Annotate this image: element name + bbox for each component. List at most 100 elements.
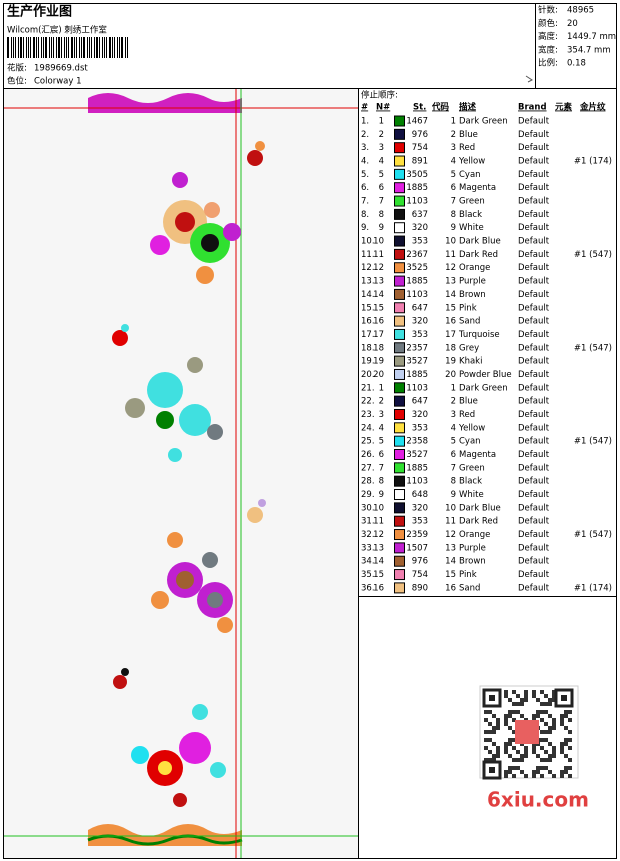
qr-finder-core [561,695,567,701]
qr-cell [492,742,496,746]
description: Purple [459,277,486,287]
bar-stripe [20,37,22,58]
swatch [394,328,405,340]
qr-cell [544,730,548,734]
brand: Default [518,397,550,407]
qr-cell [484,746,488,750]
qr-cell [552,690,556,694]
bar-stripe [89,37,90,58]
colorway-label: 色位: [7,76,27,87]
qr-cell [560,742,564,746]
code: 15 [445,570,456,580]
qr-cell [504,774,508,778]
sequin: #1 (547) [574,437,612,447]
bar-stripe [109,37,111,58]
description: Brown [459,290,486,300]
description: Blue [459,130,478,140]
bar-stripe [15,37,16,58]
code: 6 [451,450,456,460]
bar-stripe [106,37,107,58]
sequin: #1 (547) [574,530,612,540]
qr-cell [564,726,568,730]
row-number: 24. [361,423,375,433]
qr-cell [484,738,488,742]
qr-cell [484,730,488,734]
design-label: 花版: [7,63,27,74]
needle: 15 [373,570,384,580]
bar-stripe [83,37,85,58]
stitches: 754 [412,143,428,153]
needle: 12 [373,263,384,273]
brand: Default [518,463,550,473]
description: Turquoise [458,330,500,340]
qr-cell [548,730,552,734]
swatch [394,408,405,420]
row-number: 26. [361,450,375,460]
needle: 2 [379,130,384,140]
code: 8 [451,477,456,487]
qr-cell [552,774,556,778]
qr-cell [552,718,556,722]
swatch [394,489,405,501]
qr-cell [520,754,524,758]
swatch [394,515,405,527]
row-number: 19. [361,357,375,367]
brand: Default [518,343,550,353]
qr-cell [548,702,552,706]
code: 5 [451,437,456,447]
bar-stripe [81,37,82,58]
qr-cell [496,726,500,730]
code: 7 [451,197,456,207]
description: Dark Blue [459,503,501,513]
qr-cell [524,750,528,754]
qr-cell [560,750,564,754]
stitches: 3527 [406,450,428,460]
qr-cell [492,754,496,758]
qr-cell [520,702,524,706]
bar-stripe [28,37,29,58]
bar-stripe [91,37,92,58]
row-number: 22. [361,397,375,407]
needle: 9 [379,223,384,233]
qr-cell [568,758,572,762]
qr-cell [564,742,568,746]
swatch [394,449,405,460]
code: 8 [451,210,456,220]
qr-cell [496,746,500,750]
stitches: 353 [412,423,428,433]
table-title: 停止顺序: [361,90,398,101]
code: 12 [445,263,456,273]
qr-cell [540,774,544,778]
qr-cell [540,702,544,706]
stitches: 3525 [406,263,428,273]
row-number: 1. [361,117,369,127]
swatch [394,275,405,287]
row-number: 28. [361,477,375,487]
bar-stripe [96,37,98,58]
swatch [394,155,405,167]
qr-cell [548,726,552,730]
brand: Default [518,383,550,393]
qr-cell [544,750,548,754]
bar-stripe [23,37,24,58]
swatch [394,235,405,247]
needle: 6 [379,183,384,193]
bar-stripe [26,37,27,58]
qr-cell [512,718,516,722]
qr-cell [504,694,508,698]
needle: 9 [379,490,384,500]
flower-4 [131,704,226,807]
swatch [394,128,405,140]
swatch [394,355,405,367]
sequin: #1 (174) [574,157,612,167]
swatch [394,342,405,354]
qr-cell [504,742,508,746]
stitches: 353 [412,330,428,340]
description: Blue [459,397,478,407]
qr-cell [568,774,572,778]
stitches: 891 [412,157,428,167]
row-number: 2. [361,130,369,140]
stitches: 647 [412,303,428,313]
qr-cell [488,730,492,734]
code: 1 [451,117,456,127]
